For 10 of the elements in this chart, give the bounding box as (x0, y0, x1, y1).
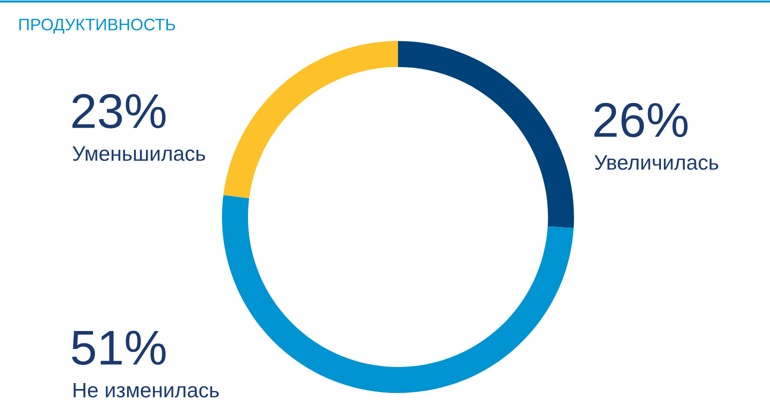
slice-label: Увеличилась (594, 155, 718, 170)
data-label: 51% (72, 330, 166, 365)
slice-label: Уменьшилась (72, 146, 206, 161)
data-label: 26% (594, 102, 688, 138)
donut-slice (223, 41, 398, 198)
slice-label: Не изменилась (74, 382, 219, 398)
donut-slice (398, 41, 574, 228)
donut-slice (222, 194, 574, 393)
chart-title: ПРОДУКТИВНОСТЬ (19, 18, 176, 34)
data-label: 23% (72, 94, 166, 128)
